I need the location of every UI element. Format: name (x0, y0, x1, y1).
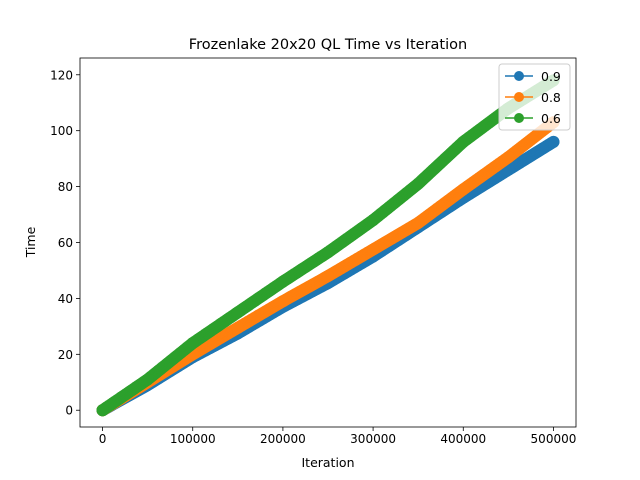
data-point (186, 337, 199, 350)
y-tick-label: 40 (58, 292, 73, 306)
y-axis-label: Time (23, 226, 38, 258)
data-point (547, 135, 560, 148)
y-tick-label: 0 (65, 404, 73, 418)
x-tick-label: 100000 (170, 432, 216, 446)
data-point (141, 373, 154, 386)
x-tick-label: 0 (99, 432, 107, 446)
data-point (276, 275, 289, 288)
x-tick-label: 500000 (531, 432, 577, 446)
legend-label: 0.8 (541, 90, 561, 105)
legend-marker (514, 92, 524, 102)
chart-title: Frozenlake 20x20 QL Time vs Iteration (189, 37, 467, 53)
y-tick-label: 100 (50, 124, 73, 138)
x-tick-label: 200000 (260, 432, 306, 446)
data-point (231, 321, 244, 334)
data-point (502, 151, 515, 164)
data-point (457, 183, 470, 196)
data-point (276, 295, 289, 308)
y-tick-label: 80 (58, 180, 73, 194)
legend-marker (514, 113, 524, 123)
legend-marker (514, 71, 524, 81)
data-point (457, 135, 470, 148)
series-layer (96, 74, 560, 417)
data-point (231, 306, 244, 319)
y-tick-label: 60 (58, 236, 73, 250)
data-point (367, 214, 380, 227)
axes-layer: 0 100000 200000 300000 400000 500000 0 20 40 60 80… (50, 57, 577, 446)
x-tick-label: 300000 (350, 432, 396, 446)
y-tick-label: 20 (58, 348, 73, 362)
legend-label: 0.6 (541, 111, 561, 126)
y-tick-label: 120 (50, 68, 73, 82)
data-point (322, 246, 334, 259)
data-point (502, 163, 515, 176)
legend-box (498, 63, 571, 131)
data-point (322, 270, 334, 283)
data-point (412, 216, 425, 229)
data-point (367, 243, 380, 256)
legend-label: 0.9 (541, 69, 561, 84)
legend: 0.9 0.8 0.6 (498, 63, 571, 131)
data-point (96, 404, 109, 417)
x-tick-label: 400000 (440, 432, 486, 446)
data-point (412, 177, 425, 190)
x-axis-label: Iteration (301, 455, 354, 470)
